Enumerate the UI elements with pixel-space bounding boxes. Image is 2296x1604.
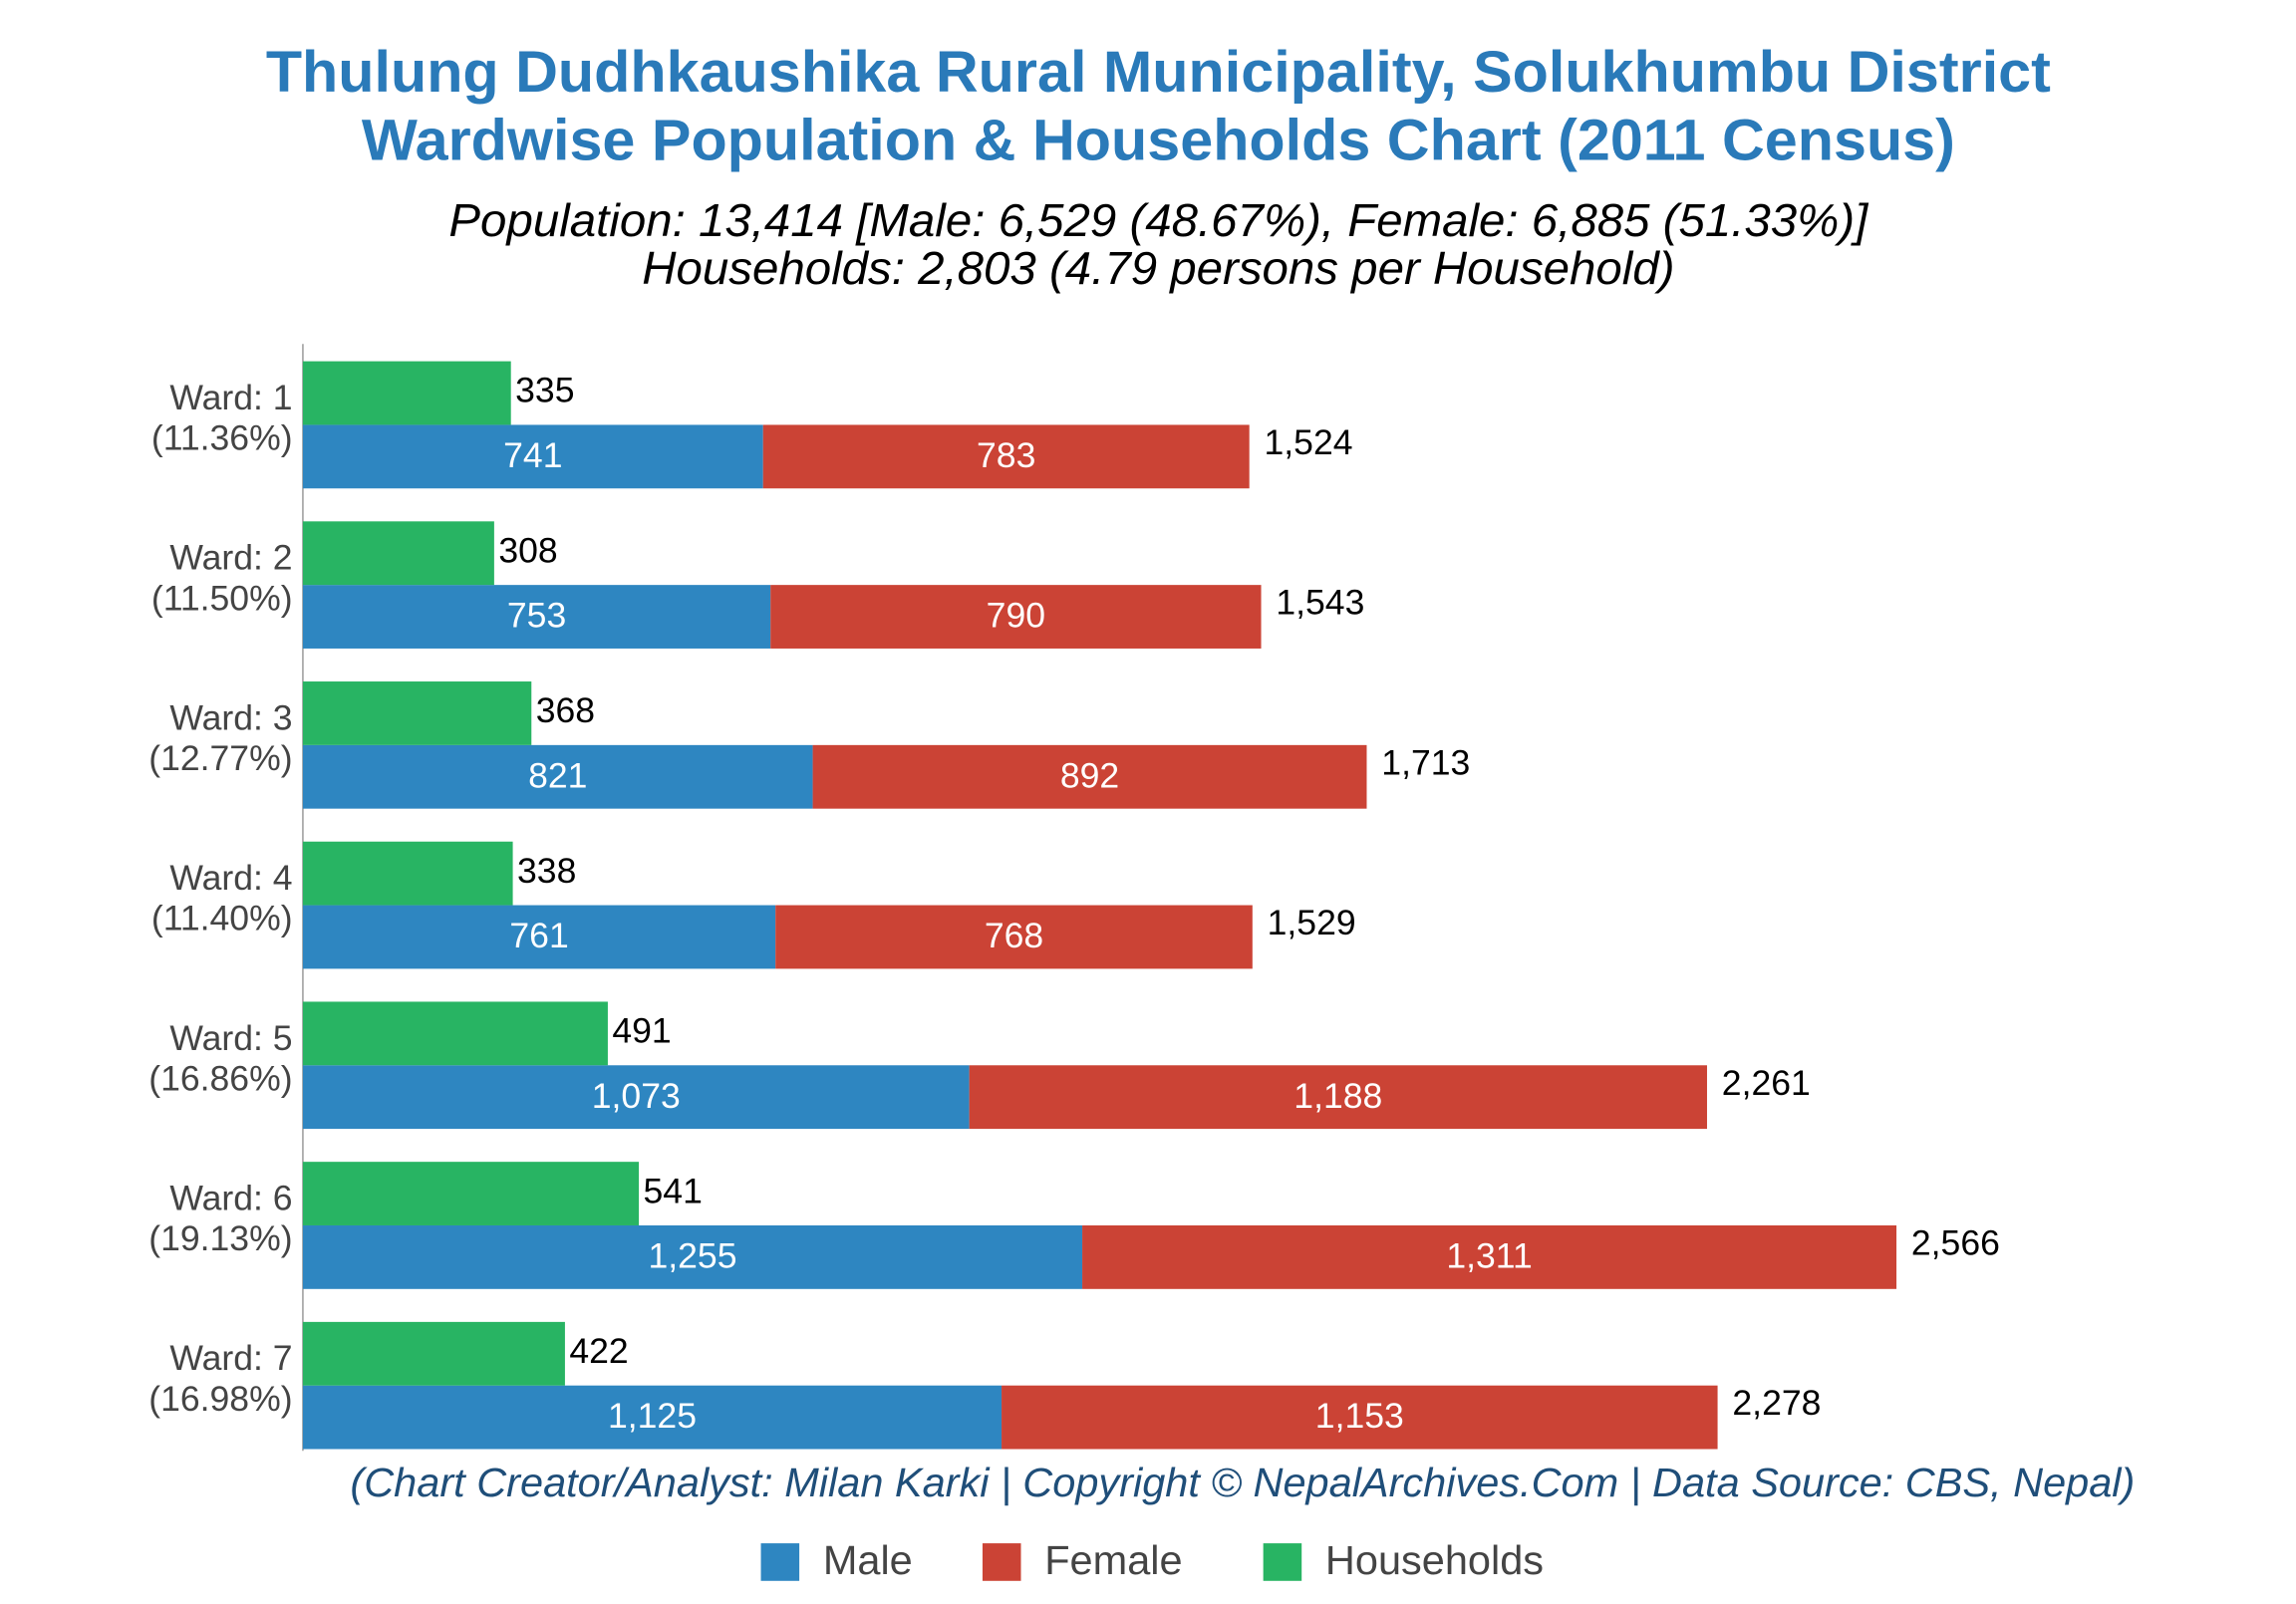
category-share: (12.77%) — [148, 739, 292, 778]
data-label: 1,311 — [1446, 1237, 1532, 1276]
population-bar — [302, 585, 771, 649]
total-label: 1,543 — [1276, 584, 1364, 623]
data-label: 541 — [644, 1173, 703, 1211]
category-share: (16.98%) — [148, 1380, 292, 1419]
data-label: 308 — [498, 532, 557, 571]
total-label: 2,278 — [1732, 1385, 1821, 1424]
data-label: 741 — [503, 436, 562, 475]
data-label: 1,153 — [1315, 1398, 1404, 1437]
chart-title: Thulung Dudhkaushika Rural Municipality,… — [266, 41, 2051, 105]
data-label: 892 — [1060, 757, 1119, 796]
population-bar — [302, 1224, 1083, 1289]
legend-swatch — [982, 1543, 1021, 1581]
population-bar — [302, 1065, 970, 1130]
legend-swatch — [760, 1543, 800, 1581]
data-label: 1,255 — [648, 1237, 736, 1276]
data-label: 790 — [987, 597, 1045, 636]
households-bar — [302, 1162, 640, 1225]
data-label: 368 — [536, 691, 595, 730]
population-bar — [812, 744, 1367, 809]
total-label: 1,529 — [1268, 904, 1356, 942]
households-bar — [302, 841, 513, 906]
category-label: Ward: 2 — [169, 539, 292, 578]
chart-subtitle: Households: 2,803 (4.79 persons per Hous… — [642, 242, 1674, 293]
households-bar — [302, 1321, 565, 1386]
population-bar — [302, 424, 763, 489]
total-label: 2,566 — [1911, 1224, 2000, 1263]
category-share: (19.13%) — [148, 1219, 292, 1258]
data-label: 422 — [569, 1332, 628, 1371]
population-bar — [775, 905, 1253, 969]
legend-label: Female — [1044, 1538, 1182, 1583]
population-bar — [302, 905, 776, 969]
population-bar — [302, 744, 813, 809]
category-label: Ward: 4 — [169, 859, 292, 898]
households-bar — [302, 521, 494, 586]
data-label: 821 — [528, 757, 587, 796]
footer: (Chart Creator/Analyst: Milan Karki | Co… — [350, 1460, 2135, 1504]
category-share: (11.36%) — [151, 419, 293, 458]
data-label: 491 — [612, 1012, 671, 1051]
population-bar — [1002, 1385, 1718, 1450]
population-bar — [302, 1385, 1003, 1450]
legend-label: Male — [823, 1538, 913, 1583]
households-bar — [302, 361, 511, 425]
data-label: 1,073 — [592, 1077, 681, 1116]
data-label: 768 — [985, 917, 1043, 955]
category-label: Ward: 6 — [169, 1180, 292, 1218]
data-label: 1,188 — [1293, 1077, 1382, 1116]
data-label: 753 — [507, 597, 566, 636]
households-bar — [302, 681, 532, 745]
data-label: 1,125 — [608, 1398, 697, 1437]
data-label: 761 — [509, 917, 568, 955]
total-label: 1,524 — [1265, 423, 1353, 462]
category-share: (16.86%) — [148, 1060, 292, 1099]
population-bar — [1082, 1224, 1897, 1289]
data-label: 338 — [517, 852, 576, 891]
category-label: Ward: 5 — [169, 1019, 292, 1058]
legend-swatch — [1263, 1543, 1302, 1581]
category-share: (11.40%) — [151, 900, 293, 938]
population-bar — [762, 424, 1250, 489]
legend-label: Households — [1325, 1538, 1544, 1583]
households-bar — [302, 1001, 608, 1066]
category-label: Ward: 1 — [169, 379, 292, 417]
category-label: Ward: 3 — [169, 699, 292, 738]
chart-subtitle: Population: 13,414 [Male: 6,529 (48.67%)… — [448, 195, 1868, 246]
total-label: 1,713 — [1381, 744, 1470, 783]
chart-title: Wardwise Population & Households Chart (… — [362, 109, 1955, 172]
category-label: Ward: 7 — [169, 1340, 292, 1379]
data-label: 783 — [977, 436, 1035, 475]
total-label: 2,261 — [1722, 1064, 1811, 1103]
population-bar — [770, 585, 1262, 649]
category-share: (11.50%) — [151, 580, 293, 619]
population-bar — [969, 1065, 1707, 1130]
data-label: 335 — [515, 372, 574, 410]
